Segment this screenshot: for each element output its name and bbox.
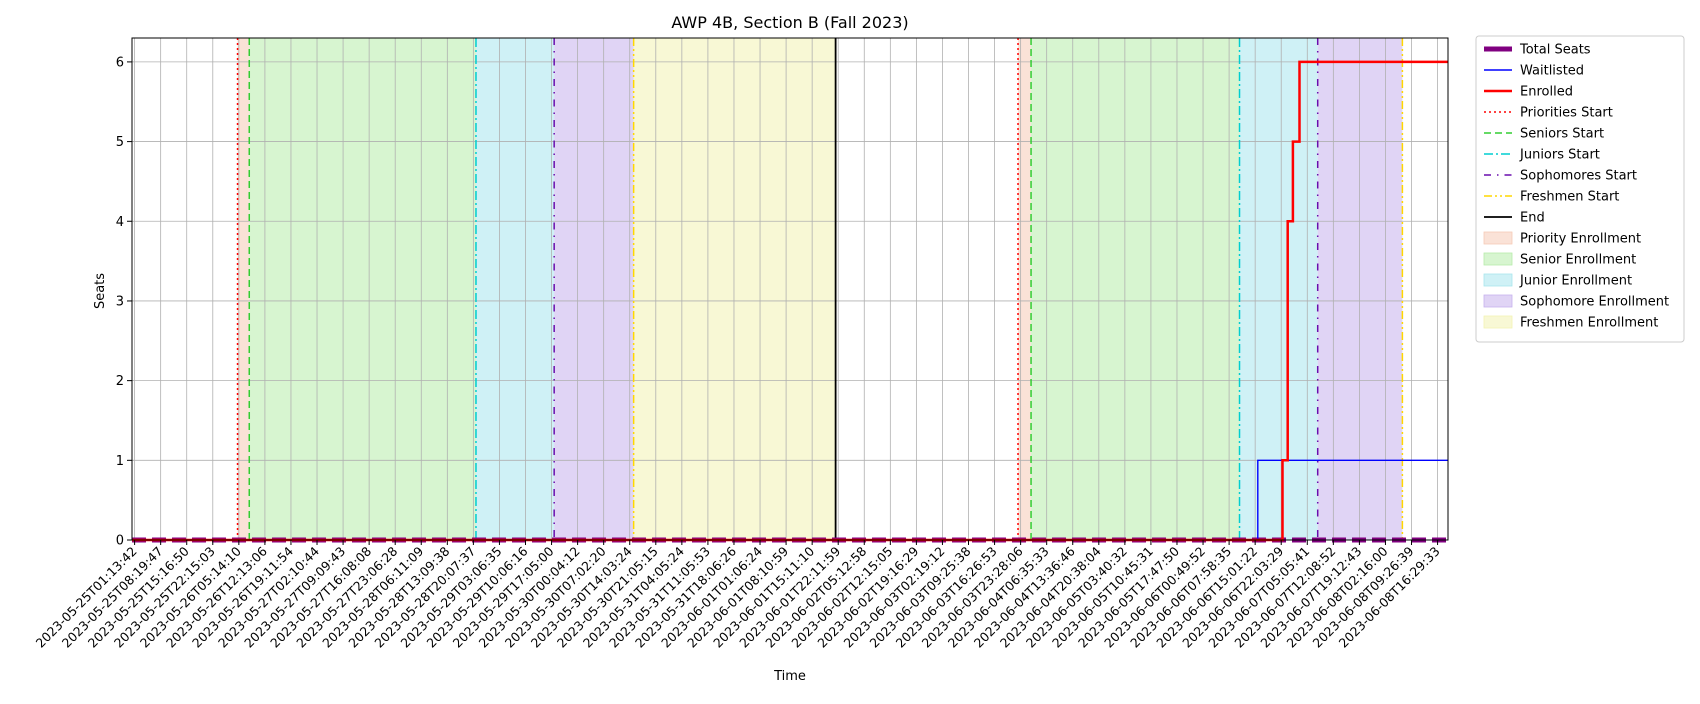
- shaded-region-junior-enrollment: [1239, 38, 1318, 540]
- series-line-enrolled: [132, 60, 1448, 542]
- legend-swatch: [1483, 273, 1513, 287]
- shaded-region-senior-enrollment: [1031, 38, 1240, 540]
- shaded-region-sophomore-enrollment: [1317, 38, 1403, 540]
- legend-label: Priorities Start: [1520, 106, 1613, 121]
- legend-swatch: [1483, 231, 1513, 245]
- y-tick-label: 0: [116, 534, 124, 549]
- shaded-region-priority-enrollment: [237, 38, 250, 540]
- legend-label: Juniors Start: [1519, 148, 1600, 163]
- legend-label: Waitlisted: [1520, 64, 1584, 79]
- y-tick-label: 5: [116, 135, 124, 150]
- chart-title: AWP 4B, Section B (Fall 2023): [671, 13, 908, 32]
- shaded-region-freshmen-enrollment: [633, 38, 836, 540]
- legend-label: Seniors Start: [1520, 127, 1604, 142]
- plot-area: 01234562023-05-25T01:13:422023-05-25T08:…: [33, 37, 1449, 651]
- legend-label: Freshmen Start: [1520, 190, 1619, 205]
- shaded-region-sophomore-enrollment: [554, 38, 634, 540]
- legend-label: Sophomore Enrollment: [1520, 295, 1669, 310]
- y-axis-label: Seats: [93, 273, 108, 309]
- legend-swatch: [1483, 294, 1513, 308]
- legend-label: Priority Enrollment: [1520, 232, 1641, 247]
- shaded-region-senior-enrollment: [249, 38, 476, 540]
- legend: Total Seats Waitlisted Enrolled Priorities …: [1475, 35, 1685, 343]
- shaded-region-junior-enrollment: [475, 38, 555, 540]
- y-tick-label: 3: [116, 294, 124, 309]
- plot-frame: [131, 37, 1449, 541]
- legend-label: End: [1520, 211, 1545, 226]
- legend-swatch: [1483, 252, 1513, 266]
- legend-label: Senior Enrollment: [1520, 253, 1636, 268]
- shaded-region-priority-enrollment: [1018, 38, 1032, 540]
- legend-label: Sophomores Start: [1520, 169, 1637, 184]
- legend-frame: [1475, 35, 1685, 343]
- y-tick-label: 2: [116, 374, 124, 389]
- legend-label: Total Seats: [1519, 43, 1591, 58]
- y-tick-label: 4: [116, 215, 124, 230]
- y-tick-label: 1: [116, 454, 124, 469]
- legend-label: Junior Enrollment: [1519, 274, 1632, 289]
- legend-swatch: [1483, 315, 1513, 329]
- legend-label: Enrolled: [1520, 85, 1573, 100]
- x-axis-label: Time: [773, 669, 806, 684]
- y-tick-label: 6: [116, 55, 124, 70]
- legend-label: Freshmen Enrollment: [1520, 316, 1658, 331]
